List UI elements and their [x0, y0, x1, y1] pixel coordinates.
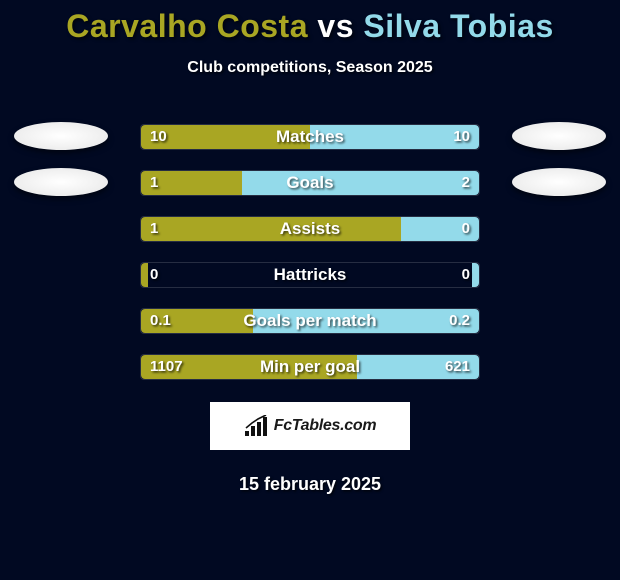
metric-row: Goals per match0.10.2	[0, 292, 620, 338]
metric-row: Goals12	[0, 154, 620, 200]
bar-track	[140, 262, 480, 288]
brand-text: FcTables.com	[274, 417, 377, 435]
player2-name: Silva Tobias	[363, 8, 553, 44]
bar-right	[401, 217, 479, 241]
bar-track	[140, 216, 480, 242]
date-label: 15 february 2025	[0, 474, 620, 495]
player1-avatar-icon	[14, 122, 108, 150]
bar-left	[141, 171, 242, 195]
metric-row: Hattricks00	[0, 246, 620, 292]
bar-right	[310, 125, 479, 149]
bar-right	[242, 171, 479, 195]
player1-avatar-icon	[14, 168, 108, 196]
bar-left	[141, 125, 310, 149]
subtitle: Club competitions, Season 2025	[0, 59, 620, 77]
comparison-title: Carvalho Costa vs Silva Tobias	[0, 0, 620, 45]
metric-row: Matches1010	[0, 108, 620, 154]
bar-track	[140, 170, 480, 196]
bar-left	[141, 263, 148, 287]
comparison-chart: Matches1010Goals12Assists10Hattricks00Go…	[0, 108, 620, 384]
bar-left	[141, 217, 401, 241]
player1-name: Carvalho Costa	[66, 8, 308, 44]
bar-left	[141, 355, 357, 379]
metric-row: Assists10	[0, 200, 620, 246]
bar-track	[140, 124, 480, 150]
bar-right	[253, 309, 479, 333]
bar-track	[140, 308, 480, 334]
bar-right	[357, 355, 479, 379]
metric-row: Min per goal1107621	[0, 338, 620, 384]
bar-left	[141, 309, 253, 333]
bar-right	[472, 263, 479, 287]
player2-avatar-icon	[512, 168, 606, 196]
fctables-logo-icon	[244, 415, 268, 437]
brand-badge: FcTables.com	[210, 402, 410, 450]
vs-separator: vs	[317, 8, 354, 44]
player2-avatar-icon	[512, 122, 606, 150]
bar-track	[140, 354, 480, 380]
